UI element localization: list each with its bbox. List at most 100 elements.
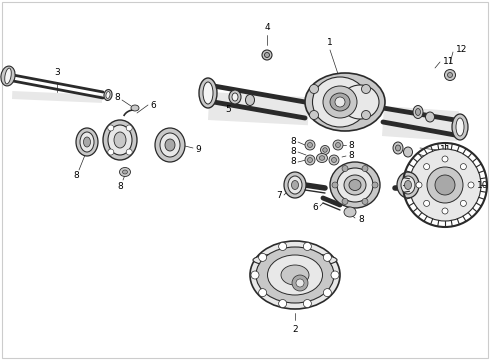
Ellipse shape <box>305 140 315 150</box>
Text: 8: 8 <box>117 182 123 191</box>
Ellipse shape <box>401 176 415 194</box>
Ellipse shape <box>83 137 91 147</box>
Ellipse shape <box>262 50 272 60</box>
Ellipse shape <box>344 175 366 195</box>
Ellipse shape <box>199 78 217 108</box>
Circle shape <box>424 163 430 170</box>
Circle shape <box>427 167 463 203</box>
Text: 5: 5 <box>225 105 231 114</box>
Circle shape <box>468 182 474 188</box>
Ellipse shape <box>160 133 180 157</box>
Text: 6: 6 <box>150 100 156 109</box>
Ellipse shape <box>106 91 110 99</box>
Ellipse shape <box>403 147 413 157</box>
Ellipse shape <box>122 170 127 174</box>
Ellipse shape <box>416 108 420 116</box>
Circle shape <box>126 125 132 131</box>
Ellipse shape <box>344 207 356 217</box>
Ellipse shape <box>456 118 464 136</box>
Ellipse shape <box>341 85 379 119</box>
Ellipse shape <box>80 132 94 152</box>
Text: 8: 8 <box>348 140 354 149</box>
Ellipse shape <box>335 97 345 107</box>
Bar <box>12 91 102 103</box>
Circle shape <box>332 182 338 188</box>
Ellipse shape <box>120 167 130 176</box>
Ellipse shape <box>447 72 452 77</box>
Ellipse shape <box>362 111 370 120</box>
Ellipse shape <box>397 172 419 198</box>
Ellipse shape <box>76 128 98 156</box>
Ellipse shape <box>425 112 435 122</box>
Circle shape <box>323 289 331 297</box>
Text: 4: 4 <box>264 23 270 32</box>
Ellipse shape <box>395 145 400 151</box>
Ellipse shape <box>319 156 325 160</box>
Ellipse shape <box>413 105 423 118</box>
Circle shape <box>372 182 378 188</box>
Text: 10: 10 <box>477 180 489 189</box>
Ellipse shape <box>333 140 343 150</box>
Text: 8: 8 <box>290 148 296 157</box>
Text: 8: 8 <box>290 158 296 166</box>
Ellipse shape <box>313 77 368 127</box>
Circle shape <box>108 125 114 131</box>
Ellipse shape <box>349 180 361 190</box>
Circle shape <box>279 300 287 307</box>
Circle shape <box>331 271 339 279</box>
Circle shape <box>424 201 430 206</box>
Circle shape <box>442 208 448 214</box>
Text: 1: 1 <box>327 38 333 47</box>
Bar <box>382 106 459 141</box>
Ellipse shape <box>1 66 15 86</box>
Ellipse shape <box>452 114 468 140</box>
Circle shape <box>292 275 308 291</box>
Circle shape <box>342 198 348 204</box>
Ellipse shape <box>265 53 270 58</box>
Text: 8: 8 <box>73 171 79 180</box>
Ellipse shape <box>229 90 241 104</box>
Circle shape <box>442 156 448 162</box>
Circle shape <box>303 300 311 307</box>
Circle shape <box>259 289 267 297</box>
Ellipse shape <box>308 143 313 148</box>
Text: 8: 8 <box>348 152 354 161</box>
Ellipse shape <box>336 143 341 148</box>
Ellipse shape <box>337 168 373 202</box>
Ellipse shape <box>305 73 385 131</box>
Text: 2: 2 <box>292 325 298 334</box>
Circle shape <box>259 253 267 261</box>
Text: 8: 8 <box>290 138 296 147</box>
Ellipse shape <box>284 172 306 198</box>
Circle shape <box>279 243 287 251</box>
Text: 8: 8 <box>114 94 120 103</box>
Text: 9: 9 <box>195 145 201 154</box>
Circle shape <box>362 166 368 172</box>
Text: 7: 7 <box>420 193 426 202</box>
Ellipse shape <box>155 128 185 162</box>
Ellipse shape <box>444 69 456 81</box>
Circle shape <box>126 149 132 155</box>
Ellipse shape <box>250 241 340 309</box>
Ellipse shape <box>310 85 318 94</box>
Circle shape <box>323 253 331 261</box>
Ellipse shape <box>253 253 337 267</box>
Ellipse shape <box>362 85 370 94</box>
Ellipse shape <box>332 158 337 162</box>
Ellipse shape <box>104 90 112 100</box>
Text: 12: 12 <box>456 45 467 54</box>
Ellipse shape <box>288 176 302 194</box>
Ellipse shape <box>114 132 126 148</box>
Circle shape <box>362 198 368 204</box>
Text: 8: 8 <box>358 216 364 225</box>
Text: 11: 11 <box>440 145 451 154</box>
Ellipse shape <box>317 153 327 162</box>
Ellipse shape <box>305 155 315 165</box>
Text: 7: 7 <box>276 190 282 199</box>
Text: 6: 6 <box>312 203 318 212</box>
Ellipse shape <box>268 255 322 295</box>
Ellipse shape <box>245 94 254 105</box>
Circle shape <box>435 175 455 195</box>
Ellipse shape <box>323 148 327 152</box>
Circle shape <box>416 182 422 188</box>
